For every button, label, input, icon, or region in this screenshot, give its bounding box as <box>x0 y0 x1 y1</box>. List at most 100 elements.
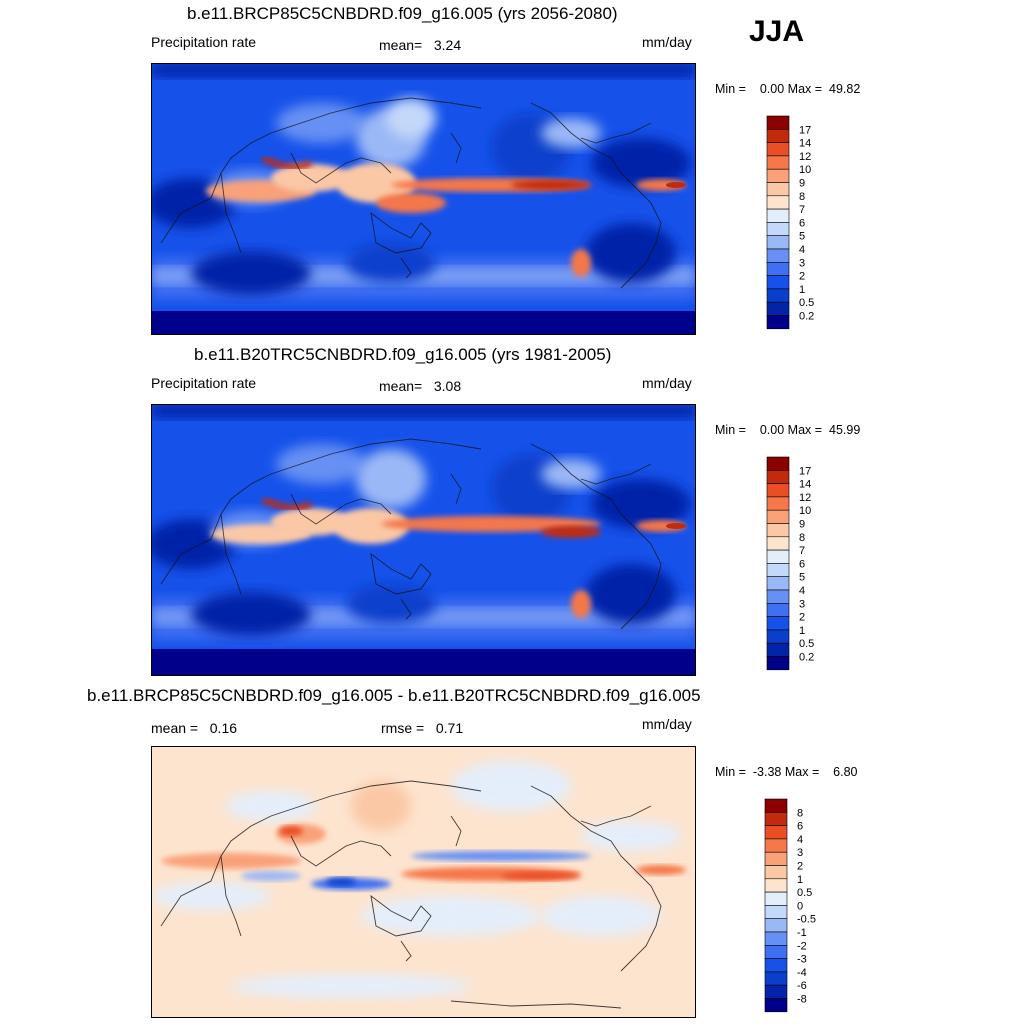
panel3-minmax: Min = -3.38 Max = 6.80 <box>715 765 858 779</box>
panel3-mean-text: mean = <box>151 720 199 736</box>
panel2-colorbar-tick-label: 7 <box>799 545 805 557</box>
panel3-colorbar-box <box>764 931 788 946</box>
panel3-colorbar-tick-label: -1 <box>797 927 807 939</box>
panel1-colorbar-box <box>766 129 790 143</box>
panel1-colorbar-box <box>766 301 790 316</box>
panel1-colorbar-tick-label: 0.5 <box>799 297 814 309</box>
panel2-colorbar-box <box>766 589 790 604</box>
panel1-max-label: Max = <box>787 82 823 96</box>
panel2-colorbar-box <box>766 483 790 498</box>
panel2-colorbar-tick-label: 4 <box>799 585 805 597</box>
panel3-min-label: Min = <box>715 765 746 779</box>
panel1-min-value: 0.00 <box>759 82 785 96</box>
panel2-map <box>151 404 696 676</box>
panel3-colorbar-box <box>764 878 788 893</box>
panel3-colorbar-box <box>764 945 788 959</box>
panel2-colorbar-box <box>766 656 790 671</box>
panel3-colorbar-box <box>764 998 788 1013</box>
panel1-colorbar-tick-label: 9 <box>799 178 805 190</box>
panel3-colorbar-box <box>764 905 788 920</box>
panel3-colorbar-tick-label: -2 <box>797 940 807 952</box>
panel2-colorbar-tick-label: 2 <box>799 612 805 624</box>
panel2-min-value: 0.00 <box>759 423 785 437</box>
panel2-colorbar-tick-label: 17 <box>799 465 811 477</box>
panel3-rmse-label: rmse = 0.71 <box>381 720 463 736</box>
panel2-colorbar-box <box>766 509 790 524</box>
panel1-colorbar-box <box>766 142 790 157</box>
panel1-mean-label: mean= 3.24 <box>379 37 461 53</box>
panel1-colorbar-box <box>766 222 790 237</box>
panel3-colorbar-tick-label: 4 <box>797 834 803 846</box>
panel1-colorbar-box <box>766 115 790 130</box>
panel2-colorbar-tick-label: 6 <box>799 558 805 570</box>
panel1-mean-text: mean= <box>379 37 423 53</box>
panel1-colorbar-box <box>766 262 790 276</box>
panel1-colorbar-tick-label: 3 <box>799 257 805 269</box>
panel3-colorbar-tick-label: 1 <box>797 874 803 886</box>
panel3-colorbar-box <box>764 865 788 880</box>
panel3-colorbar-box <box>764 984 788 999</box>
panel2-colorbar-tick-label: 0.2 <box>799 652 814 664</box>
panel2-colorbar-tick-label: 5 <box>799 572 805 584</box>
panel3-colorbar-tick-label: 6 <box>797 821 803 833</box>
panel2-max-value: 45.99 <box>829 423 861 437</box>
panel3-colorbar-box <box>764 971 788 986</box>
panel1-colorbar-tick-label: 14 <box>799 138 811 150</box>
panel3-colorbar-tick-label: -8 <box>797 994 807 1006</box>
panel1-colorbar-tick-label: 17 <box>799 124 811 136</box>
panel2-colorbar-box <box>766 456 790 471</box>
panel3-colorbar-box <box>764 891 788 906</box>
panel3-colorbar-box <box>764 918 788 933</box>
panel3-rmse-text: rmse = <box>381 720 425 736</box>
panel2-mean-label: mean= 3.08 <box>379 378 461 394</box>
panel3-colorbar-tick-label: -3 <box>797 954 807 966</box>
panel3-colorbar-box <box>764 798 788 813</box>
panel2-mean-text: mean= <box>379 378 423 394</box>
panel3-units: mm/day <box>642 716 692 732</box>
panel3-title: b.e11.BRCP85C5CNBDRD.f09_g16.005 - b.e11… <box>87 686 701 705</box>
panel3-colorbar-tick-label: 0 <box>797 900 803 912</box>
panel1-colorbar-tick-label: 6 <box>799 217 805 229</box>
panel2-colorbar-tick-label: 0.5 <box>799 638 814 650</box>
panel2-colorbar-box <box>766 576 790 591</box>
panel3-colorbar-tick-label: -0.5 <box>797 914 816 926</box>
panel2-colorbar-box <box>766 549 790 564</box>
panel1-mean-value: 3.24 <box>433 37 462 53</box>
panel3-colorbar: 8 643 210.50 -0.5-1-2 -3-4-6 -8 <box>764 798 816 1013</box>
panel3-colorbar-tick-label: 3 <box>797 847 803 859</box>
panel3-colorbar-tick-label: -6 <box>797 980 807 992</box>
panel3-rmse-value: 0.71 <box>435 720 464 736</box>
panel2-title: b.e11.B20TRC5CNBDRD.f09_g16.005 (yrs 198… <box>194 345 612 364</box>
panel2-colorbar-box <box>766 496 790 511</box>
panel2-colorbar-box <box>766 642 790 657</box>
panel2-colorbar-tick-label: 10 <box>799 505 811 517</box>
season-label: JJA <box>749 15 805 48</box>
panel3-max-label: Max = <box>784 765 820 779</box>
panel1-min-label: Min = <box>715 82 746 96</box>
panel3-min-value: -3.38 <box>752 765 782 779</box>
panel2-colorbar-box <box>766 470 790 484</box>
panel2-colorbar-box <box>766 603 790 617</box>
panel3-max-value: 6.80 <box>833 765 858 779</box>
panel2-colorbar-box <box>766 523 790 538</box>
panel1-map <box>151 63 696 335</box>
panel1-units: mm/day <box>642 34 692 50</box>
panel2-colorbar-tick-label: 1 <box>799 625 805 637</box>
panel1-colorbar-tick-label: 4 <box>799 244 805 256</box>
panel1-max-value: 49.82 <box>829 82 861 96</box>
panel2-colorbar-box <box>766 616 790 631</box>
panel1-minmax: Min = 0.00 Max = 49.82 <box>715 82 860 96</box>
panel1-colorbar-tick-label: 5 <box>799 231 805 243</box>
panel2-colorbar-box <box>766 629 790 644</box>
panel3-colorbar-tick-label: 8 <box>797 807 803 819</box>
panel2-colorbar-tick-label: 8 <box>799 532 805 544</box>
panel3-mean-label: mean = 0.16 <box>151 720 237 736</box>
panel1-colorbar-box <box>766 195 790 210</box>
panel3-colorbar-tick-label: 2 <box>797 861 803 873</box>
panel2-minmax: Min = 0.00 Max = 45.99 <box>715 423 860 437</box>
panel3-mean-value: 0.16 <box>209 720 238 736</box>
panel2-min-label: Min = <box>715 423 746 437</box>
panel1-colorbar-tick-label: 8 <box>799 191 805 203</box>
